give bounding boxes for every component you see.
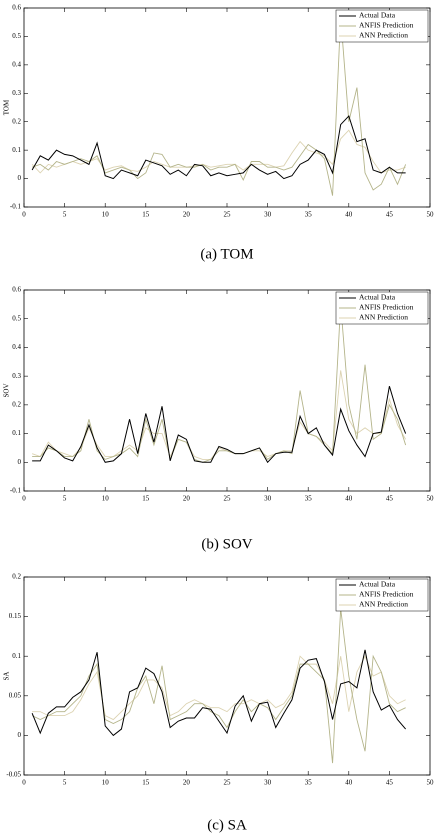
x-tick-label: 0 (22, 779, 26, 787)
x-tick-label: 10 (102, 779, 110, 787)
legend-label: Actual Data (359, 293, 396, 302)
data-line (32, 386, 407, 464)
legend-label: ANFIS Prediction (359, 21, 414, 30)
y-tick-label: 0.2 (12, 400, 21, 408)
y-tick-label: -0.1 (10, 487, 22, 495)
x-tick-label: 25 (224, 779, 232, 787)
x-tick-label: 15 (142, 495, 150, 503)
y-tick-label: 0.3 (12, 372, 21, 380)
x-tick-label: 5 (63, 779, 67, 787)
x-tick-label: 35 (305, 495, 313, 503)
legend-label: ANN Prediction (359, 600, 408, 609)
x-tick-label: 5 (63, 211, 67, 219)
y-tick-label: 0.15 (9, 612, 22, 620)
x-tick-label: 30 (264, 211, 272, 219)
x-tick-label: 0 (22, 495, 26, 503)
data-line (31, 608, 406, 764)
x-tick-label: 50 (427, 211, 435, 219)
legend-label: Actual Data (359, 11, 396, 20)
x-tick-label: 45 (386, 211, 394, 219)
x-tick-label: 30 (264, 779, 272, 787)
y-tick-label: 0.05 (9, 691, 22, 699)
x-tick-label: 20 (183, 779, 191, 787)
x-tick-label: 35 (305, 779, 313, 787)
y-axis-label: SA (3, 672, 11, 681)
y-tick-label: 0.6 (12, 4, 21, 12)
x-tick-label: 50 (427, 495, 435, 503)
data-line (31, 649, 407, 737)
x-tick-label: 25 (224, 495, 232, 503)
y-axis-label: TOM (3, 99, 11, 115)
y-tick-label: 0 (18, 458, 22, 466)
x-tick-label: 45 (386, 495, 394, 503)
y-tick-label: 0.2 (12, 573, 21, 581)
x-tick-label: 40 (345, 495, 353, 503)
legend-label: ANN Prediction (359, 31, 408, 40)
y-tick-label: -0.1 (10, 203, 22, 211)
x-tick-label: 15 (142, 779, 150, 787)
x-tick-label: 5 (63, 495, 67, 503)
caption: (c) SA (207, 817, 247, 833)
x-tick-label: 35 (305, 211, 313, 219)
y-tick-label: 0.5 (12, 32, 21, 40)
y-tick-label: 0.4 (12, 60, 21, 68)
y-tick-label: -0.05 (6, 771, 21, 779)
y-axis-label: SOV (3, 383, 11, 397)
y-tick-label: 0.1 (12, 146, 21, 154)
x-tick-label: 40 (345, 211, 353, 219)
x-tick-label: 20 (183, 495, 191, 503)
legend-label: Actual Data (359, 580, 396, 589)
x-tick-label: 40 (345, 779, 353, 787)
x-tick-label: 25 (224, 211, 232, 219)
y-tick-label: 0.3 (12, 89, 21, 97)
y-tick-label: 0 (18, 731, 22, 739)
x-tick-label: 0 (22, 211, 26, 219)
data-line (31, 115, 406, 180)
data-line (32, 655, 406, 721)
data-line (32, 304, 407, 463)
x-tick-label: 10 (102, 211, 110, 219)
x-tick-label: 50 (427, 779, 435, 787)
x-tick-label: 30 (264, 495, 272, 503)
data-line (31, 16, 407, 196)
x-tick-label: 10 (102, 495, 110, 503)
legend-box (335, 291, 429, 325)
legend-label: ANN Prediction (359, 313, 408, 322)
data-line (31, 129, 406, 174)
y-tick-label: 0.1 (12, 652, 21, 660)
y-tick-label: 0.2 (12, 117, 21, 125)
y-tick-label: 0 (18, 174, 22, 182)
x-tick-label: 45 (386, 779, 394, 787)
y-tick-label: 0.4 (12, 343, 21, 351)
caption: (a) TOM (200, 246, 253, 262)
legend-label: ANFIS Prediction (359, 590, 414, 599)
caption: (b) SOV (201, 536, 252, 552)
x-tick-label: 15 (142, 211, 150, 219)
y-tick-label: 0.6 (12, 286, 21, 294)
y-tick-label: 0.1 (12, 429, 21, 437)
legend-label: ANFIS Prediction (359, 303, 414, 312)
x-tick-label: 20 (183, 211, 191, 219)
y-tick-label: 0.5 (12, 314, 21, 322)
